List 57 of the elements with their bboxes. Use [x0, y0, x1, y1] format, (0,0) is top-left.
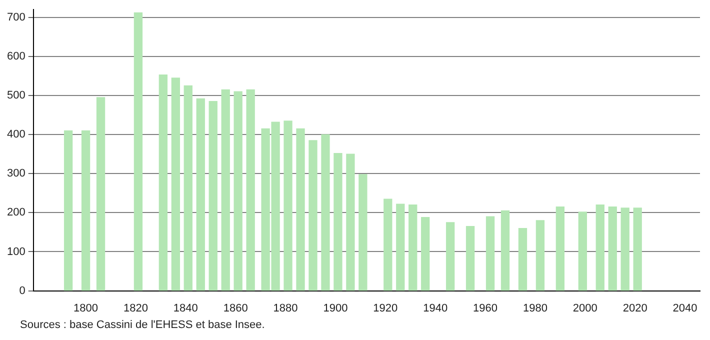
- bar: [633, 208, 642, 291]
- bar: [81, 130, 90, 291]
- bar: [308, 140, 318, 291]
- bar: [500, 210, 510, 291]
- bar: [171, 78, 180, 291]
- y-tick-label: 300: [6, 168, 26, 180]
- bar: [346, 154, 355, 291]
- x-tick-label: 1820: [123, 302, 148, 314]
- bar: [578, 212, 587, 291]
- bar: [96, 97, 106, 291]
- y-tick-label: 0: [19, 284, 26, 297]
- bar: [486, 216, 495, 291]
- bar: [221, 89, 230, 291]
- x-tick-label: 1920: [373, 302, 398, 314]
- bar: [284, 120, 292, 291]
- bar: [556, 206, 565, 291]
- x-tick-label: 1960: [473, 302, 498, 314]
- bar: [296, 128, 305, 291]
- bar: [321, 134, 330, 291]
- x-tick-label: 1980: [522, 302, 548, 314]
- x-tick-label: 2000: [572, 302, 598, 314]
- bar: [596, 204, 604, 291]
- source-note: Sources : base Cassini de l'EHESS et base Insee.: [20, 318, 266, 332]
- y-tick-label: 400: [6, 128, 26, 141]
- bar: [518, 228, 528, 291]
- x-tick-label: 2040: [672, 302, 698, 314]
- x-tick-label: 1840: [173, 302, 198, 314]
- bar: [384, 198, 392, 291]
- bar: [208, 101, 218, 291]
- x-tick-label: 1940: [423, 302, 448, 314]
- x-tick-label: 1900: [323, 302, 348, 314]
- bar: [421, 217, 430, 291]
- bar: [246, 89, 255, 291]
- bar: [196, 98, 205, 291]
- y-tick-label: 700: [6, 11, 26, 24]
- y-tick-label: 600: [6, 50, 26, 62]
- y-tick-label: 100: [6, 246, 26, 258]
- bar: [334, 152, 342, 291]
- bar: [408, 204, 418, 291]
- bar: [446, 222, 455, 291]
- bar: [608, 206, 617, 291]
- bar: [64, 130, 73, 291]
- x-tick-label: 1860: [223, 302, 248, 314]
- bar: [536, 220, 545, 291]
- x-tick-label: 1880: [273, 302, 298, 314]
- bar: [184, 85, 192, 291]
- bar: [466, 226, 475, 291]
- bar: [620, 208, 630, 291]
- bar: [396, 204, 405, 291]
- bar: [134, 12, 143, 291]
- bar: [158, 74, 168, 291]
- x-tick-label: 1800: [74, 302, 98, 314]
- x-tick-label: 2020: [622, 302, 648, 314]
- y-tick-label: 200: [6, 206, 26, 219]
- bar: [234, 91, 242, 291]
- bar: [358, 174, 368, 291]
- y-tick-label: 500: [6, 90, 26, 102]
